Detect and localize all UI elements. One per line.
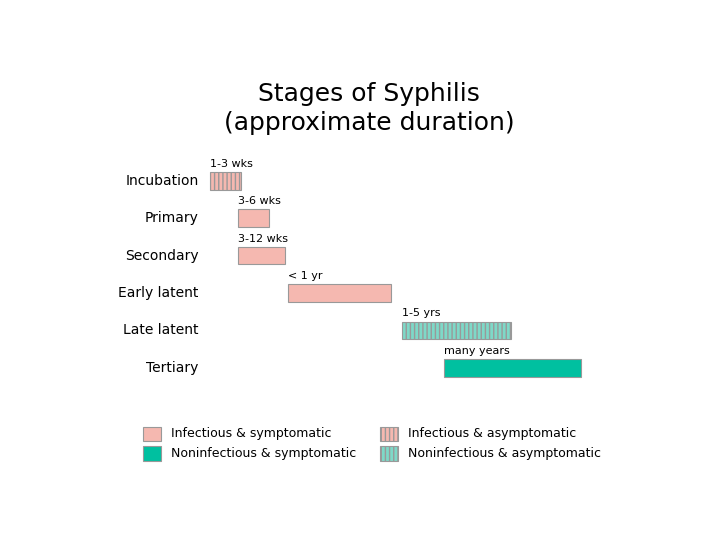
Bar: [288, 285, 392, 302]
Bar: [380, 446, 398, 461]
Bar: [238, 247, 285, 265]
Text: Infectious & symptomatic: Infectious & symptomatic: [171, 427, 331, 440]
Bar: [143, 427, 161, 441]
Text: Primary: Primary: [145, 211, 199, 225]
Text: < 1 yr: < 1 yr: [288, 271, 323, 281]
Text: Secondary: Secondary: [125, 248, 199, 262]
Text: 1-5 yrs: 1-5 yrs: [402, 308, 441, 319]
Text: 1-3 wks: 1-3 wks: [210, 159, 253, 168]
Text: Early latent: Early latent: [118, 286, 199, 300]
Bar: [143, 446, 161, 461]
Text: 3-6 wks: 3-6 wks: [238, 196, 281, 206]
Bar: [380, 427, 398, 441]
Text: Infectious & asymptomatic: Infectious & asymptomatic: [408, 427, 576, 440]
Bar: [210, 172, 240, 190]
Text: Tertiary: Tertiary: [146, 361, 199, 375]
Text: Noninfectious & symptomatic: Noninfectious & symptomatic: [171, 447, 356, 460]
Text: many years: many years: [444, 346, 510, 356]
Text: Stages of Syphilis
(approximate duration): Stages of Syphilis (approximate duration…: [224, 82, 514, 136]
Text: 3-12 wks: 3-12 wks: [238, 234, 288, 244]
Text: Incubation: Incubation: [125, 174, 199, 188]
Bar: [238, 210, 269, 227]
Text: Noninfectious & asymptomatic: Noninfectious & asymptomatic: [408, 447, 601, 460]
Text: Late latent: Late latent: [123, 323, 199, 338]
Bar: [402, 322, 511, 339]
Bar: [444, 359, 581, 377]
